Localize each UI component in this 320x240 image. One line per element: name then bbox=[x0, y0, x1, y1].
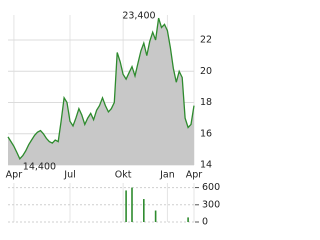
y-tick-label: 300 bbox=[202, 199, 220, 210]
y-tick-label: 0 bbox=[202, 217, 208, 228]
chart: Apr Jul Okt Jan Apr141618202214,40023,400030… bbox=[6, 11, 220, 228]
x-tick-label: Apr bbox=[186, 170, 203, 181]
value-label: 23,400 bbox=[122, 11, 155, 22]
page: {"chart_data": [ {"type": "area-line", "… bbox=[5, 10, 221, 228]
volume-bar bbox=[143, 199, 145, 222]
x-tick-label: Okt bbox=[115, 170, 132, 181]
x-tick-label: Jul bbox=[63, 170, 75, 181]
volume-bar bbox=[187, 217, 189, 222]
volume-bar bbox=[154, 210, 157, 222]
y-tick-label: 16 bbox=[200, 128, 212, 139]
volume-bar bbox=[131, 187, 133, 222]
y-tick-label: 18 bbox=[200, 97, 212, 108]
x-tick-label: Jan bbox=[159, 170, 175, 181]
y-tick-label: 20 bbox=[200, 66, 212, 77]
x-tick-label: Apr bbox=[6, 170, 23, 181]
value-label: 14,400 bbox=[23, 161, 56, 172]
volume-bar bbox=[125, 190, 127, 222]
price-line bbox=[7, 17, 195, 160]
y-tick-label: 14 bbox=[200, 160, 212, 171]
y-tick-label: 600 bbox=[202, 182, 220, 193]
y-tick-label: 22 bbox=[200, 35, 212, 46]
